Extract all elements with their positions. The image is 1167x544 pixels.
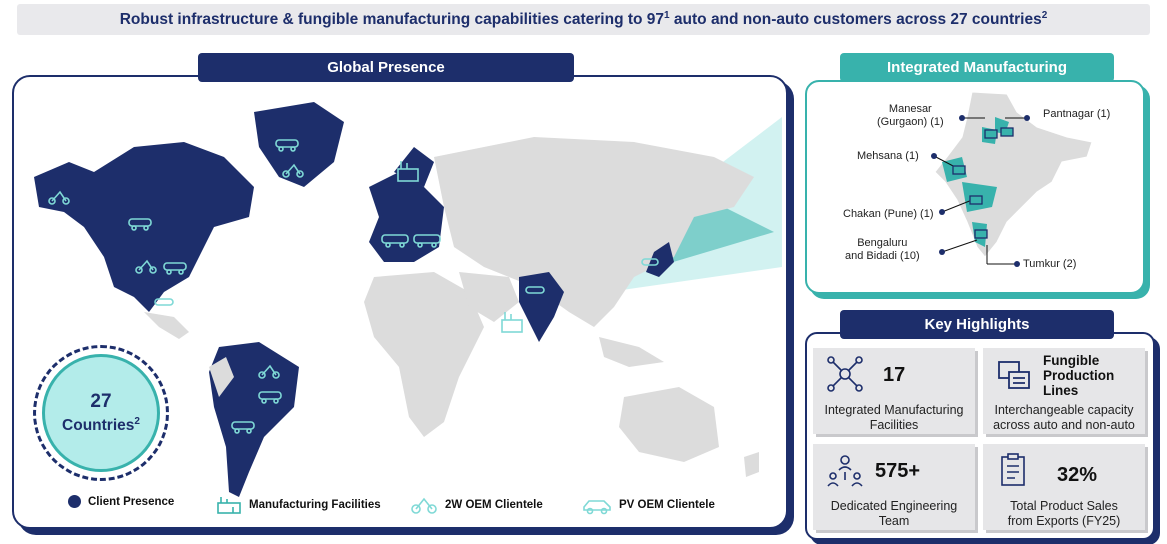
- city-pantnagar: Pantnagar (1): [1043, 108, 1111, 120]
- scooter-icon: [411, 497, 437, 514]
- factory-icon: [217, 497, 241, 514]
- car-icon: [231, 421, 255, 434]
- global-presence-title: Global Presence: [198, 53, 574, 82]
- connector-lines: [931, 115, 1030, 267]
- integrated-manufacturing-card: Manesar (Gurgaon) (1) Pantnagar (1) Mehsa…: [805, 80, 1145, 294]
- integrated-manufacturing-title: Integrated Manufacturing: [840, 53, 1114, 82]
- factory-icon: [969, 195, 983, 205]
- central-america: [144, 312, 189, 339]
- car-icon: [258, 391, 282, 404]
- engineering-value: 575+: [875, 460, 921, 482]
- car-icon: [583, 500, 611, 515]
- key-highlights-title: Key Highlights: [840, 310, 1114, 339]
- facilities-label: Integrated Manufacturing Facilities: [824, 403, 964, 432]
- factory-icon: [501, 312, 523, 333]
- key-highlights-card: 17 Integrated Manufacturing Facilities Fu…: [805, 332, 1155, 540]
- australia: [619, 387, 719, 462]
- factory-icon: [984, 129, 998, 139]
- map-icons: [48, 139, 659, 434]
- highlight-exports: 32% Total Product Sales from Exports (FY2…: [983, 444, 1145, 530]
- india-map: [931, 91, 1093, 267]
- circle-dot-icon: [68, 495, 81, 508]
- india: [519, 272, 564, 342]
- factory-icon: [397, 161, 419, 182]
- south-america-west: [209, 357, 234, 397]
- car-icon: [381, 234, 409, 248]
- countries-badge-inner: 27 Countries2: [42, 354, 160, 472]
- world-map: [34, 102, 782, 497]
- scooter-icon: [48, 190, 70, 205]
- exports-label: Total Product Sales from Exports (FY25): [1007, 499, 1121, 528]
- scooter-icon: [282, 163, 304, 178]
- engineering-team-icon: [827, 455, 863, 487]
- legend-2w: 2W OEM Clientele: [410, 495, 543, 515]
- legend-manufacturing: Manufacturing Facilities: [216, 495, 381, 515]
- highlight-engineering: 575+ Dedicated Engineering Team: [813, 444, 975, 530]
- car-icon: [275, 139, 299, 152]
- car-icon: [128, 218, 152, 231]
- greenland: [254, 102, 344, 187]
- countries-label: Countries2: [62, 415, 140, 435]
- southeast-asia: [599, 337, 664, 367]
- south-america: [209, 342, 299, 497]
- fungible-title: Fungible Production Lines: [1043, 353, 1115, 398]
- exports-value: 32%: [1057, 464, 1098, 486]
- production-lines-icon: [998, 361, 1030, 389]
- legend-client-presence: Client Presence: [68, 495, 174, 508]
- car-icon: [163, 262, 187, 275]
- banner-text: Robust infrastructure & fungible manufac…: [119, 9, 1048, 28]
- network-icon: [827, 356, 863, 392]
- india-outline: [934, 91, 1093, 258]
- header-banner: Robust infrastructure & fungible manufac…: [17, 4, 1150, 35]
- global-presence-card: [12, 75, 788, 529]
- europe: [369, 172, 444, 262]
- asia: [434, 137, 754, 327]
- city-manesar: Manesar (Gurgaon) (1): [877, 103, 944, 128]
- city-chakan: Chakan (Pune) (1): [843, 208, 934, 220]
- legend-pv: PV OEM Clientele: [582, 495, 715, 515]
- car-icon: [413, 234, 441, 248]
- factory-icons: [952, 127, 1014, 239]
- city-mehsana: Mehsana (1): [857, 150, 919, 162]
- city-bengaluru: Bengaluru and Bidadi (10): [845, 237, 920, 262]
- scooter-icon: [258, 364, 280, 379]
- facilities-value: 17: [883, 364, 906, 386]
- highlight-facilities: 17 Integrated Manufacturing Facilities: [813, 348, 975, 434]
- countries-count: 27: [90, 390, 112, 412]
- car-icon: [154, 298, 174, 306]
- africa: [364, 272, 484, 437]
- new-zealand: [744, 452, 759, 477]
- car-icon: [525, 286, 545, 294]
- middle-east: [459, 272, 519, 322]
- japan: [646, 242, 674, 277]
- scooter-icon: [135, 259, 157, 274]
- countries-badge: 27 Countries2: [33, 345, 169, 481]
- car-icon: [641, 258, 659, 266]
- engineering-label: Dedicated Engineering Team: [830, 499, 958, 528]
- fungible-label: Interchangeable capacity across auto and …: [993, 403, 1135, 432]
- factory-icon: [1000, 127, 1014, 137]
- clipboard-icon: [1001, 453, 1025, 486]
- city-tumkur: Tumkur (2): [1023, 258, 1077, 270]
- factory-icon: [974, 229, 988, 239]
- factory-icon: [952, 165, 966, 175]
- scandinavia: [394, 147, 434, 187]
- highlight-fungible: Fungible Production Lines Interchangeable …: [983, 348, 1145, 434]
